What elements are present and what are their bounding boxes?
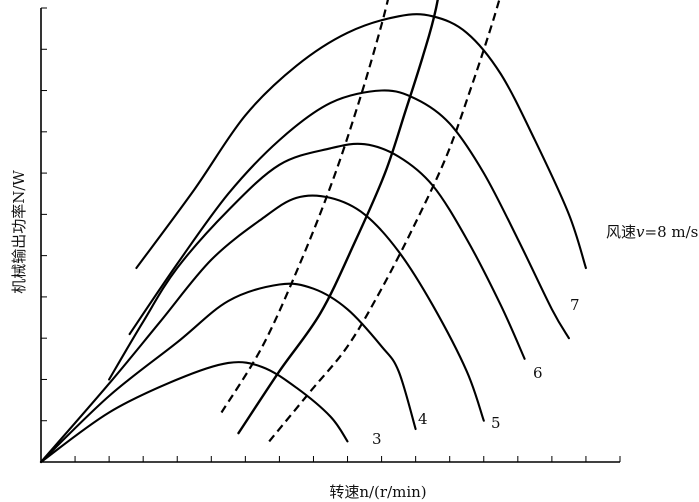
power-curve-4 (39, 282, 417, 464)
power-curve-6 (108, 142, 526, 381)
boundary-dashed-right (268, 0, 501, 443)
curve-label-3: 3 (372, 430, 382, 448)
wind-speed-legend: 风速v=8 m/s (606, 223, 698, 241)
boundary-dashed-left (220, 0, 389, 414)
power-curve-5 (39, 194, 485, 464)
power-curve-7 (128, 89, 570, 340)
optimal-curve-solid (237, 0, 439, 435)
tick-marks (41, 7, 621, 462)
curve-label-4: 4 (418, 410, 428, 428)
curves (39, 0, 587, 464)
x-axis-label: 转速n/(r/min) (329, 483, 426, 501)
power-curve-8 (135, 13, 587, 270)
curve-label-7: 7 (570, 296, 580, 314)
axes (40, 8, 620, 463)
curve-label-6: 6 (533, 364, 543, 382)
curve-label-5: 5 (491, 414, 501, 432)
power-curve-3 (39, 361, 349, 464)
y-axis-label: 机械输出功率N/W (10, 170, 28, 294)
